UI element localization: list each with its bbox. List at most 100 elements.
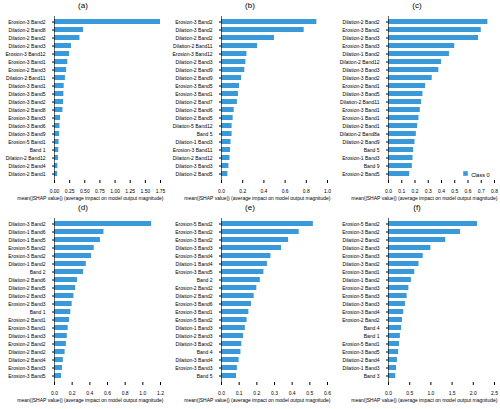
svg-text:Dilation-2 Band3: Dilation-2 Band3 xyxy=(343,245,380,251)
svg-text:Dilation-2 Band3: Dilation-2 Band3 xyxy=(9,43,46,49)
svg-text:0.2: 0.2 xyxy=(239,188,246,194)
svg-text:Dilation-2 Band8: Dilation-2 Band8 xyxy=(9,27,46,33)
svg-text:Dilation-2 Band1: Dilation-2 Band1 xyxy=(343,123,380,129)
svg-text:0.1: 0.1 xyxy=(236,390,243,396)
svg-text:mean(|SHAP value|) (average im: mean(|SHAP value|) (average impact on mo… xyxy=(184,195,331,201)
svg-text:Class 0: Class 0 xyxy=(471,172,489,178)
svg-text:Band 1: Band 1 xyxy=(30,309,46,315)
svg-text:Dilation-3 Band9: Dilation-3 Band9 xyxy=(9,131,46,137)
svg-text:Band 1: Band 1 xyxy=(364,333,380,339)
svg-text:Dilation-3 Band2: Dilation-3 Band2 xyxy=(9,221,46,227)
svg-text:Dilation-2 Band11: Dilation-2 Band11 xyxy=(173,43,213,49)
svg-text:Dilation-2 Band5: Dilation-2 Band5 xyxy=(176,171,213,177)
svg-text:Erosion-3 Band3: Erosion-3 Band3 xyxy=(8,115,45,121)
svg-text:0.00: 0.00 xyxy=(50,188,60,194)
svg-text:mean(|SHAP value|) (average im: mean(|SHAP value|) (average impact on mo… xyxy=(184,397,331,403)
svg-text:Dilation-2 Band5: Dilation-2 Band5 xyxy=(176,115,213,121)
svg-text:Band 4: Band 4 xyxy=(364,325,380,331)
svg-text:Dilation-3 Band3: Dilation-3 Band3 xyxy=(343,67,380,73)
svg-text:0.3: 0.3 xyxy=(425,188,432,194)
svg-text:Erosion-3 Band4: Erosion-3 Band4 xyxy=(342,309,379,315)
svg-text:mean(|SHAP value|) (average im: mean(|SHAP value|) (average impact on mo… xyxy=(351,397,498,403)
svg-text:Erosion-3 Band12: Erosion-3 Band12 xyxy=(172,51,212,57)
svg-text:Dilation-2 Band5: Dilation-2 Band5 xyxy=(9,285,46,291)
svg-text:Dilation-2 Band2: Dilation-2 Band2 xyxy=(176,35,213,41)
svg-text:Dilation-1 Band3: Dilation-1 Band3 xyxy=(176,139,213,145)
svg-text:Dilation-3 Band2: Dilation-3 Band2 xyxy=(343,261,380,267)
svg-text:Band 1: Band 1 xyxy=(30,147,46,153)
svg-text:0.5: 0.5 xyxy=(406,390,413,396)
svg-text:Dilation-5 Band12: Dilation-5 Band12 xyxy=(173,123,213,129)
svg-text:Erosion-2 Band2: Erosion-2 Band2 xyxy=(8,341,45,347)
svg-text:Dilation-3 Band5: Dilation-3 Band5 xyxy=(9,91,46,97)
svg-text:Dilation-2 Band2: Dilation-2 Band2 xyxy=(9,349,46,355)
svg-text:1.00: 1.00 xyxy=(110,188,120,194)
svg-text:Dilation-2 Band11: Dilation-2 Band11 xyxy=(6,75,46,81)
svg-text:Erosion-5 Band2: Erosion-5 Band2 xyxy=(175,317,212,323)
svg-text:Erosion-3 Band2: Erosion-3 Band2 xyxy=(342,27,379,33)
svg-text:Erosion-5 Band2: Erosion-5 Band2 xyxy=(342,221,379,227)
svg-text:2.5: 2.5 xyxy=(491,390,498,396)
svg-text:Dilation-3 Band3: Dilation-3 Band3 xyxy=(176,163,213,169)
svg-text:Dilation-2 Band1: Dilation-2 Band1 xyxy=(9,171,46,177)
svg-text:Erosion-3 Band11: Erosion-3 Band11 xyxy=(173,147,213,153)
svg-text:Erosion-3 Band5: Erosion-3 Band5 xyxy=(342,349,379,355)
svg-text:Dilation-3 Band2: Dilation-3 Band2 xyxy=(9,99,46,105)
svg-text:Dilation-2 Band8: Dilation-2 Band8 xyxy=(9,107,46,113)
svg-text:Dilation-1 Band2: Dilation-1 Band2 xyxy=(343,277,380,283)
svg-text:Dilation-1 Band4: Dilation-1 Band4 xyxy=(176,261,213,267)
svg-text:Erosion-3 Band6: Erosion-3 Band6 xyxy=(175,301,212,307)
svg-text:0.4: 0.4 xyxy=(438,188,445,194)
svg-text:0.25: 0.25 xyxy=(65,188,75,194)
svg-text:Erosion-3 Band3: Erosion-3 Band3 xyxy=(342,253,379,259)
svg-text:Dilation-2 Band6: Dilation-2 Band6 xyxy=(176,107,213,113)
svg-text:Erosion-3 Band2: Erosion-3 Band2 xyxy=(175,237,212,243)
svg-text:1.0: 1.0 xyxy=(427,390,434,396)
svg-text:Erosion-3 Band2: Erosion-3 Band2 xyxy=(342,229,379,235)
svg-text:Dilation-3 Band1: Dilation-3 Band1 xyxy=(9,83,46,89)
svg-text:Dilation-1 Band2: Dilation-1 Band2 xyxy=(343,51,380,57)
svg-text:Erosion-5 Band2: Erosion-5 Band2 xyxy=(8,245,45,251)
svg-text:Dilation-3 Band2: Dilation-3 Band2 xyxy=(176,341,213,347)
svg-text:Erosion-2 Band3: Erosion-2 Band3 xyxy=(8,67,45,73)
svg-text:Erosion-3 Band1: Erosion-3 Band1 xyxy=(342,107,379,113)
svg-text:Erosion-2 Band1: Erosion-2 Band1 xyxy=(8,317,45,323)
svg-text:Dilation-2 Band7: Dilation-2 Band7 xyxy=(176,99,213,105)
svg-text:Band 5: Band 5 xyxy=(197,373,213,379)
svg-text:Dilation-2 Band8a: Dilation-2 Band8a xyxy=(340,131,380,137)
svg-text:0.0: 0.0 xyxy=(385,390,392,396)
svg-text:Dilation-1 Band2: Dilation-1 Band2 xyxy=(9,261,46,267)
svg-text:Erosion-5 Band1: Erosion-5 Band1 xyxy=(342,341,379,347)
svg-text:Dilation-2 Band9: Dilation-2 Band9 xyxy=(343,139,380,145)
svg-text:Erosion-2 Band3: Erosion-2 Band3 xyxy=(342,285,379,291)
svg-text:0.2: 0.2 xyxy=(69,390,76,396)
svg-text:mean(|SHAP value|) (average im: mean(|SHAP value|) (average impact on mo… xyxy=(17,397,164,403)
svg-text:1.0: 1.0 xyxy=(324,188,331,194)
svg-text:1.2: 1.2 xyxy=(157,390,164,396)
svg-text:1.50: 1.50 xyxy=(140,188,150,194)
svg-text:0.0: 0.0 xyxy=(385,188,392,194)
svg-text:Dilation-2 Band3: Dilation-2 Band3 xyxy=(343,35,380,41)
svg-text:mean(|SHAP value|) (average im: mean(|SHAP value|) (average impact on mo… xyxy=(17,195,164,201)
svg-text:Erosion-1 Band3: Erosion-1 Band3 xyxy=(342,155,379,161)
svg-text:0.6: 0.6 xyxy=(104,390,111,396)
svg-text:Erosion-3 Band2: Erosion-3 Band2 xyxy=(175,19,212,25)
svg-text:Dilation-2 Band4: Dilation-2 Band4 xyxy=(9,357,46,363)
svg-text:0.75: 0.75 xyxy=(95,188,105,194)
svg-text:Band 4: Band 4 xyxy=(197,349,213,355)
svg-text:Erosion-3 Band4: Erosion-3 Band4 xyxy=(175,253,212,259)
svg-text:Erosion-3 Band1: Erosion-3 Band1 xyxy=(8,325,45,331)
svg-text:Dilation-2 Band2: Dilation-2 Band2 xyxy=(176,293,213,299)
svg-text:0.8: 0.8 xyxy=(491,188,498,194)
svg-text:Dilation-2 Band12: Dilation-2 Band12 xyxy=(173,155,213,161)
svg-text:Band 9: Band 9 xyxy=(364,163,380,169)
svg-text:Band 5: Band 5 xyxy=(197,131,213,137)
svg-text:Dilation-3 Band3: Dilation-3 Band3 xyxy=(343,301,380,307)
svg-text:0.50: 0.50 xyxy=(80,188,90,194)
svg-text:0.5: 0.5 xyxy=(306,390,313,396)
svg-text:2.0: 2.0 xyxy=(470,390,477,396)
svg-text:0.0: 0.0 xyxy=(218,390,225,396)
svg-text:Dilation-2 Band2: Dilation-2 Band2 xyxy=(343,19,380,25)
svg-text:Dilation-2 Band12: Dilation-2 Band12 xyxy=(6,155,46,161)
svg-text:Dilation-2 Band3: Dilation-2 Band3 xyxy=(9,293,46,299)
